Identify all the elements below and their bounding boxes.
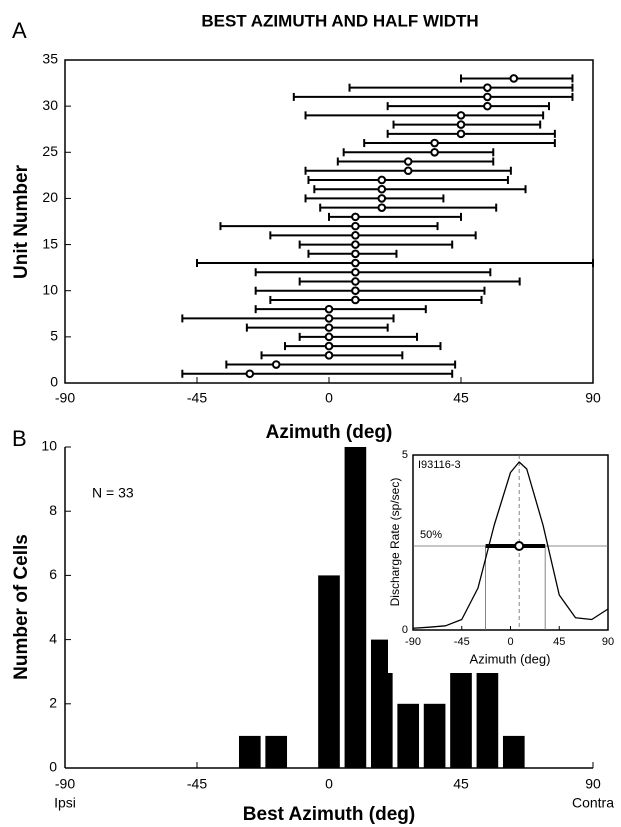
best-azimuth-point [324, 314, 334, 323]
best-azimuth-point [430, 138, 439, 148]
best-azimuth-point [351, 277, 360, 286]
chart-title: BEST AZIMUTH AND HALF WIDTH [201, 11, 478, 30]
best-azimuth-point [324, 351, 334, 360]
best-azimuth-point [351, 267, 360, 277]
y-tick-label: 10 [41, 438, 57, 454]
x-tick-label: -90 [405, 636, 421, 648]
best-azimuth-point [483, 92, 492, 102]
best-azimuth-point [403, 157, 413, 166]
y-tick-label: 5 [402, 449, 408, 461]
x-tick-label: 0 [507, 636, 513, 648]
best-azimuth-point [430, 147, 439, 157]
best-azimuth-point [483, 83, 492, 92]
x-tick-label: -45 [187, 776, 207, 792]
bar [344, 447, 367, 768]
best-azimuth-point [377, 194, 387, 203]
y-tick-label: 35 [42, 51, 58, 67]
best-azimuth-point [377, 184, 387, 194]
bar [450, 671, 472, 768]
y-tick-label: 25 [42, 143, 58, 159]
y-tick-label: 0 [50, 374, 58, 390]
best-azimuth-point [324, 332, 334, 342]
tuning-curve [412, 461, 609, 629]
best-azimuth-point [351, 231, 360, 240]
x-axis-label: Best Azimuth (deg) [243, 804, 415, 825]
best-azimuth-point [351, 221, 360, 231]
best-point [514, 541, 525, 551]
x-tick-label: 0 [325, 776, 333, 792]
x-tick-label: 0 [325, 390, 333, 406]
best-azimuth-point [324, 341, 334, 351]
best-azimuth-point [324, 304, 334, 314]
x-extra-label: Ipsi [54, 795, 76, 811]
x-tick-label: 45 [553, 636, 565, 648]
bar [502, 735, 525, 768]
panel-letter: B [12, 426, 27, 451]
best-azimuth-point [351, 212, 360, 222]
bar [476, 671, 499, 768]
y-tick-label: 20 [42, 189, 58, 205]
inset-background [388, 447, 617, 673]
best-azimuth-point [456, 111, 466, 120]
x-tick-label: -90 [55, 776, 75, 792]
x-tick-label: 90 [585, 776, 601, 792]
bar [265, 735, 288, 768]
y-tick-label: 10 [42, 281, 58, 297]
best-azimuth-point [351, 258, 360, 268]
x-tick-label: 90 [602, 636, 614, 648]
bar [318, 575, 340, 768]
y-tick-label: 2 [49, 695, 57, 711]
best-azimuth-point [351, 240, 360, 249]
x-tick-label: 45 [453, 776, 469, 792]
y-axis-label: Number of Cells [11, 534, 32, 680]
best-azimuth-point [271, 360, 281, 369]
y-tick-label: 8 [49, 502, 57, 518]
y-tick-label: 15 [42, 235, 58, 251]
x-tick-label: -90 [55, 390, 75, 406]
y-tick-label: 4 [49, 630, 57, 646]
y-tick-label: 6 [49, 566, 57, 582]
bar [238, 735, 261, 768]
y-tick-label: 0 [49, 759, 57, 775]
panel-letter: A [12, 18, 27, 43]
bar [423, 703, 446, 768]
y-axis-label: Unit Number [11, 164, 32, 279]
x-tick-label: 45 [453, 390, 469, 406]
y-axis-label: Discharge Rate (sp/sec) [388, 478, 402, 607]
best-azimuth-point [456, 120, 466, 129]
best-azimuth-point [324, 323, 334, 332]
x-tick-label: 90 [585, 390, 601, 406]
best-azimuth-point [377, 203, 387, 212]
annotation: N = 33 [92, 485, 134, 501]
best-azimuth-point [509, 74, 519, 83]
x-tick-label: -45 [454, 636, 470, 648]
half-max-label: 50% [420, 529, 442, 541]
y-tick-label: 5 [50, 328, 58, 344]
best-azimuth-point [351, 295, 360, 305]
unit-id: I93116-3 [418, 459, 461, 471]
x-axis-label: Azimuth (deg) [470, 651, 551, 666]
bar [397, 703, 420, 768]
y-tick-label: 30 [42, 97, 58, 113]
x-extra-label: Contra [572, 795, 614, 811]
x-tick-label: -45 [187, 390, 207, 406]
bar [370, 639, 393, 768]
y-tick-label: 0 [402, 624, 408, 636]
best-azimuth-point [351, 286, 360, 296]
best-azimuth-point [377, 175, 387, 185]
best-azimuth-point [245, 369, 255, 379]
best-azimuth-point [456, 129, 466, 139]
best-azimuth-point [403, 166, 413, 176]
x-axis-label: Azimuth (deg) [266, 422, 393, 443]
best-azimuth-point [483, 101, 492, 111]
best-azimuth-point [351, 249, 360, 259]
